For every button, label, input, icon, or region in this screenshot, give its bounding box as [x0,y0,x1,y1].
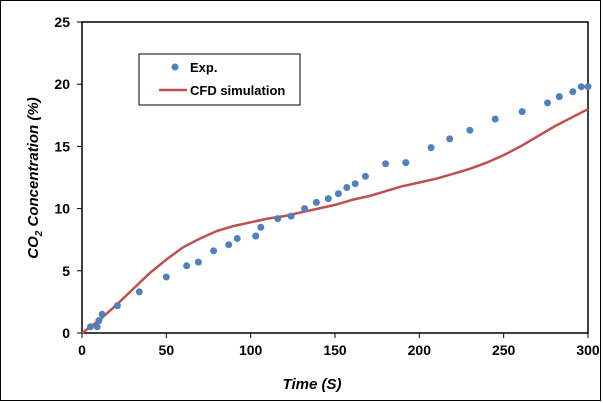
y-tick-label: 15 [54,138,70,154]
x-tick-label: 250 [492,342,516,358]
x-tick-label: 200 [408,342,432,358]
exp-data-point [257,223,265,231]
y-axis-title: CO2 Concentration (%) [25,97,45,258]
x-axis-ticks: 0 50 100 150 200 250 300 [78,333,600,358]
y-axis-title-subscript: 2 [34,230,45,237]
exp-data-point [334,190,342,198]
exp-data-point [343,184,351,191]
x-tick-label: 300 [576,342,600,358]
exp-data-point [252,232,260,240]
exp-data-point [135,288,143,296]
y-axis-ticks: 0 5 10 15 20 25 [54,14,82,341]
legend-marker-exp [171,63,179,71]
exp-data-point [98,310,106,318]
exp-data-point [312,198,320,206]
y-axis-title-rest: Concentration (%) [25,97,42,230]
exp-data-point [569,88,577,96]
y-axis-title-main: CO [25,236,42,259]
exp-data-point [162,273,170,281]
exp-data-point [491,115,499,123]
exp-data-point [577,83,585,91]
legend-box [138,53,301,106]
exp-data-point [518,108,526,116]
legend: Exp. CFD simulation [138,53,301,106]
exp-data-point [382,160,390,168]
exp-data-point [287,212,295,220]
exp-data-point [324,195,332,203]
exp-data-point [233,235,241,242]
exp-data-point [427,144,435,152]
x-tick-label: 100 [239,342,263,358]
x-tick-label: 150 [323,342,347,358]
exp-data-point [210,247,218,255]
exp-data-point [113,302,121,310]
exp-data-point [274,215,282,223]
legend-label-cfd: CFD simulation [190,83,285,98]
y-tick-label: 10 [54,201,70,217]
exp-data-point [93,323,101,331]
y-tick-label: 0 [62,325,70,341]
series-layer [81,83,592,335]
exp-data-point [183,262,191,270]
x-axis-title: Time (S) [283,376,342,393]
exp-data-point [225,241,233,249]
y-tick-label: 25 [54,14,70,30]
exp-data-point [544,99,551,107]
y-tick-label: 5 [62,263,70,279]
exp-data-point [555,93,563,101]
y-tick-label: 20 [54,76,70,92]
x-tick-label: 0 [78,342,86,358]
exp-data-point [95,317,103,325]
exp-data-point [402,159,410,167]
exp-data-point [301,205,309,213]
series-line-cfd-simulation [81,107,589,335]
exp-data-point [86,323,94,331]
exp-data-point [466,126,474,134]
exp-data-point [194,258,202,266]
exp-data-point [446,135,454,143]
legend-label-exp: Exp. [190,60,217,75]
exp-data-point [584,83,592,91]
exp-data-point [361,172,369,180]
exp-data-point [351,180,359,188]
x-tick-label: 50 [159,342,175,358]
